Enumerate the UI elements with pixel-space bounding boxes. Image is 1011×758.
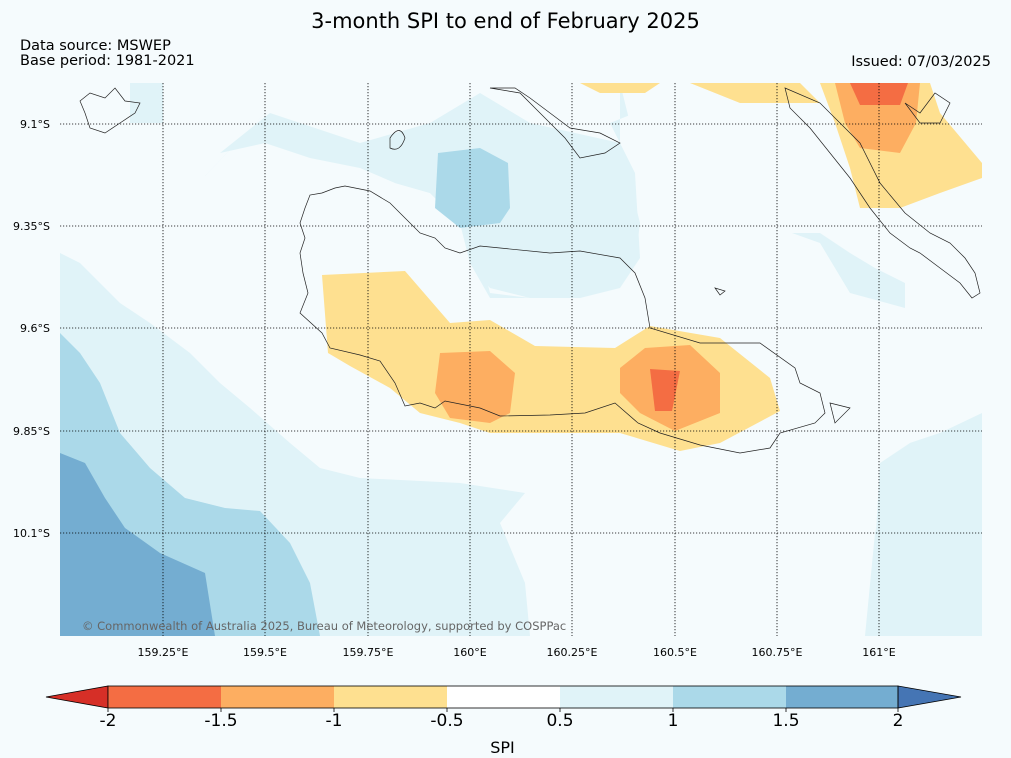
data-source-info: Data source: MSWEP Base period: 1981-202…: [20, 39, 195, 69]
spi-dry-1-1.5: [435, 83, 920, 431]
spi-wet-1.5-2: [60, 453, 215, 636]
colorbar-tick-label: 2: [892, 711, 904, 731]
graticule: [60, 83, 982, 636]
spi-dry-1.5-2: [650, 83, 908, 411]
spi-contour-layer: [60, 83, 982, 636]
lon-label: 160.5°E: [653, 646, 697, 659]
colorbar-tick-label: -1: [325, 711, 343, 731]
colorbar-outline: [107, 685, 899, 709]
spi-map: [60, 83, 982, 636]
lat-label: 9.35°S: [13, 220, 50, 233]
copyright-notice: © Commonwealth of Australia 2025, Bureau…: [82, 619, 567, 633]
lon-label: 160.25°E: [546, 646, 598, 659]
lat-label: 10.1°S: [13, 527, 50, 540]
colorbar-tick-label: -0.5: [430, 711, 464, 731]
lon-label: 160.75°E: [751, 646, 803, 659]
lon-label: 159.25°E: [137, 646, 189, 659]
lat-label: 9.85°S: [13, 425, 50, 438]
colorbar-segment: [673, 686, 786, 708]
colorbar-segment: [221, 686, 334, 708]
lon-label: 159.5°E: [243, 646, 287, 659]
colorbar-tick-label: 1.5: [772, 711, 800, 731]
issued-date: Issued: 07/03/2025: [851, 54, 991, 70]
spi-wet-0.5-1-top: [220, 93, 905, 308]
lat-label: 9.1°S: [20, 118, 50, 131]
colorbar-extend-high: [897, 685, 962, 709]
colorbar-tick-label: -1.5: [204, 711, 238, 731]
colorbar-axis-label: SPI: [490, 738, 515, 757]
colorbar-segment: [108, 686, 221, 708]
map-title: 3-month SPI to end of February 2025: [311, 9, 700, 33]
colorbar-tick-label: -2: [99, 711, 117, 731]
colorbar-segment: [334, 686, 447, 708]
colorbar-segment: [786, 686, 898, 708]
colorbar-segment: [560, 686, 673, 708]
lon-label: 160°E: [453, 646, 487, 659]
colorbar-tick-label: 0.5: [546, 711, 574, 731]
colorbar-extend-low: [45, 685, 109, 709]
lon-label: 161°E: [862, 646, 896, 659]
lon-label: 159.75°E: [342, 646, 394, 659]
coastline: [79, 87, 981, 454]
colorbar-tick-label: 1: [667, 711, 679, 731]
base-period-label: Base period: 1981-2021: [20, 53, 195, 69]
colorbar-segment: [447, 686, 560, 708]
spi-wet-bottom-right: [865, 428, 982, 636]
lat-label: 9.6°S: [20, 322, 50, 335]
data-source-label: Data source: MSWEP: [20, 38, 171, 54]
